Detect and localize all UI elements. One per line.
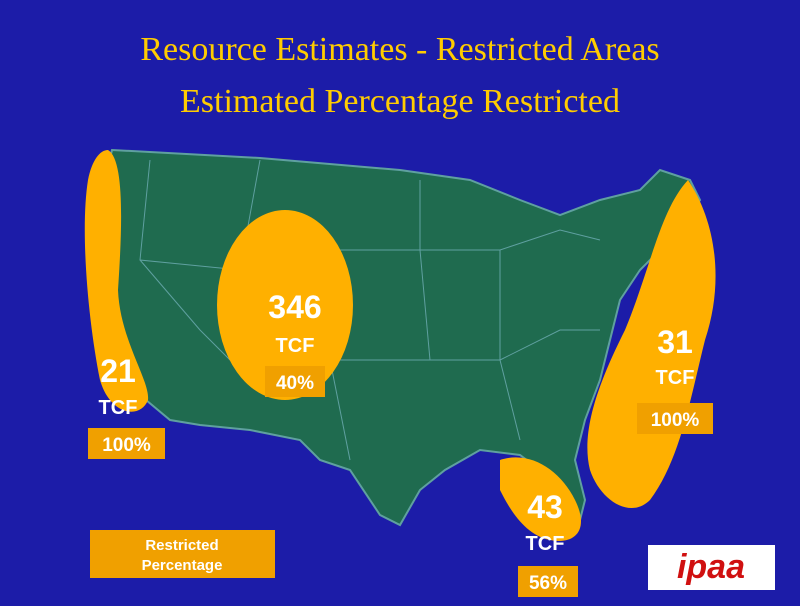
region-value: 43 — [527, 489, 563, 525]
title: Resource Estimates - Restricted Areas — [140, 31, 659, 68]
subtitle: Estimated Percentage Restricted — [180, 83, 620, 120]
region-unit: TCF — [526, 533, 565, 555]
region-labels: 21 TCF 100% 346 TCF 40% 31 TCF 100% 43 TCF 56% — [88, 289, 713, 597]
region-unit: TCF — [276, 335, 315, 357]
region-percent: 40% — [276, 373, 314, 394]
region-unit: TCF — [99, 397, 138, 419]
legend-line: Restricted — [145, 537, 218, 554]
region-percent: 100% — [102, 435, 151, 456]
percent-box — [265, 366, 325, 397]
percent-box — [88, 428, 165, 459]
logo: ipaa — [677, 548, 745, 586]
region-percent: 100% — [651, 410, 700, 431]
percent-box — [518, 566, 578, 597]
percent-box — [637, 403, 713, 434]
region-value: 346 — [268, 289, 321, 325]
legend-box — [90, 530, 275, 578]
region-unit: TCF — [656, 367, 695, 389]
legend-line: Percentage — [142, 557, 223, 574]
logo-box — [648, 545, 775, 590]
region-percent: 56% — [529, 573, 567, 594]
region-value: 21 — [100, 353, 136, 389]
region-value: 31 — [657, 324, 693, 360]
